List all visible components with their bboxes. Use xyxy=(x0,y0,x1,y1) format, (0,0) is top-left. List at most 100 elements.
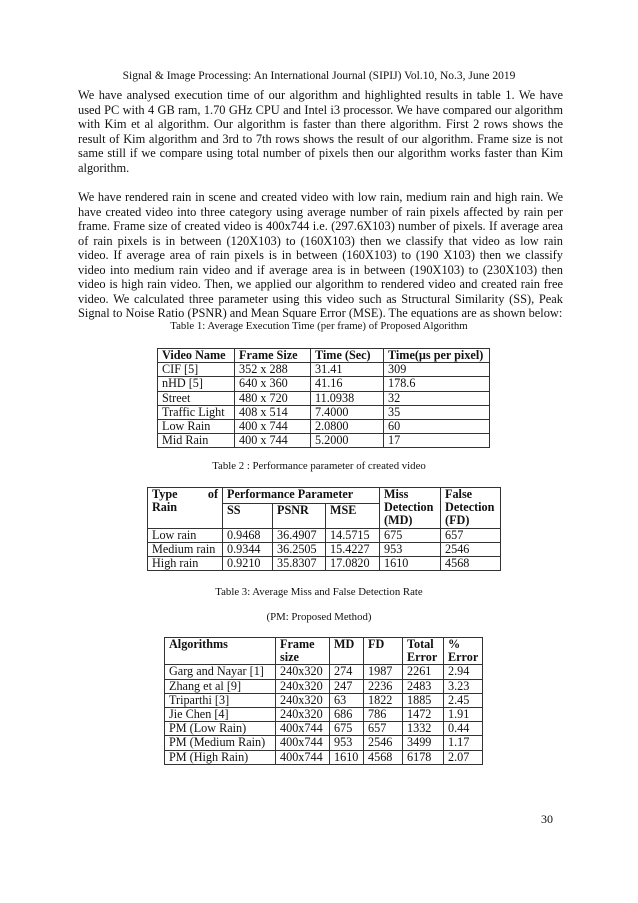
header-false-detection: False Detection (FD) xyxy=(440,487,502,529)
table-cell: PM (High Rain) xyxy=(164,749,276,765)
table-row: Garg and Nayar [1] 240x320 274 1987 2261 2.94 xyxy=(164,664,483,680)
table-row: PM (High Rain) 400x744 1610 4568 6178 2.07 xyxy=(164,749,483,765)
table-cell: 657 xyxy=(440,527,502,543)
table-cell: Garg and Nayar [1] xyxy=(164,664,276,680)
table-cell: 2.07 xyxy=(443,749,483,765)
table-cell: 686 xyxy=(329,707,364,723)
table-cell: 2546 xyxy=(363,735,403,751)
table-cell: 657 xyxy=(363,721,403,737)
table-cell: 240x320 xyxy=(275,664,330,680)
table-cell: 4568 xyxy=(363,749,403,765)
table-cell: 1610 xyxy=(329,749,364,765)
table-cell: 32 xyxy=(383,390,490,406)
table-cell: 786 xyxy=(363,707,403,723)
header-text: of xyxy=(207,487,218,501)
table-cell: 1610 xyxy=(379,556,442,572)
table-cell: 3499 xyxy=(402,735,444,751)
table-cell: 953 xyxy=(329,735,364,751)
table3-subcaption: (PM: Proposed Method) xyxy=(266,611,372,623)
column-header: Algorithms xyxy=(164,636,276,666)
table-cell: 400 x 744 xyxy=(234,433,311,449)
table-cell: 2.0800 xyxy=(310,419,384,435)
table-row: Street 480 x 720 11.0938 32 xyxy=(157,390,490,406)
table-cell: 0.9344 xyxy=(222,541,273,558)
header-psnr: PSNR xyxy=(272,502,326,529)
table-cell: Low Rain xyxy=(157,419,235,435)
table-cell: 2236 xyxy=(363,678,403,694)
table-cell: Triparthi [3] xyxy=(164,692,276,709)
table-row: Jie Chen [4] 240x320 686 786 1472 1.91 xyxy=(164,707,483,723)
table-row: High rain 0.9210 35.8307 17.0820 1610 4568 xyxy=(147,556,502,572)
table-row: PM (Low Rain) 400x744 675 657 1332 0.44 xyxy=(164,721,483,737)
table2-caption: Table 2 : Performance parameter of creat… xyxy=(212,460,426,472)
table-row: Traffic Light 408 x 514 7.4000 35 xyxy=(157,404,490,421)
header-miss-detection: Miss Detection (MD) xyxy=(379,487,442,529)
table-cell: 1332 xyxy=(402,721,444,737)
column-header: FD xyxy=(363,636,403,666)
table-cell: 2546 xyxy=(440,541,502,558)
table-cell: 640 x 360 xyxy=(234,376,311,392)
table-header-row: Video Name Frame Size Time (Sec) Time(µs pe… xyxy=(157,347,490,364)
table-row: Triparthi [3] 240x320 63 1822 1885 2.45 xyxy=(164,692,483,709)
page-number: 30 xyxy=(541,812,553,826)
table-cell: CIF [5] xyxy=(157,362,235,378)
column-header: Total Error xyxy=(402,636,444,666)
table-cell: 41.16 xyxy=(310,376,384,392)
table-cell: 400x744 xyxy=(275,721,330,737)
table3-detection-rate: Algorithms Frame size MD FD Total Error% Err… xyxy=(164,636,483,765)
table-cell: 36.2505 xyxy=(272,541,326,558)
table-header-row: Algorithms Frame size MD FD Total Error% Err… xyxy=(164,636,483,666)
table-cell: Traffic Light xyxy=(157,404,235,421)
table-cell: High rain xyxy=(147,556,223,572)
table2-performance: Type of Rain Performance Parameter Miss De… xyxy=(147,487,502,572)
table-cell: 6178 xyxy=(402,749,444,765)
table-cell: 0.44 xyxy=(443,721,483,737)
table-cell: 240x320 xyxy=(275,707,330,723)
table3-caption: Table 3: Average Miss and False Detectio… xyxy=(215,586,423,598)
table-cell: 15.4227 xyxy=(324,541,381,558)
table-row: CIF [5] 352 x 288 31.41 309 xyxy=(157,362,490,378)
table-cell: Jie Chen [4] xyxy=(164,707,276,723)
table-cell: 400x744 xyxy=(275,735,330,751)
table-subheader-row: SS PSNR MSE xyxy=(148,502,501,529)
table-row: Low Rain 400 x 744 2.0800 60 xyxy=(157,419,490,435)
table-cell: PM (Medium Rain) xyxy=(164,735,276,751)
table-header-row: Type of Rain Performance Parameter Miss De… xyxy=(147,487,502,529)
table-cell: 31.41 xyxy=(310,362,384,378)
table-cell: 2.45 xyxy=(443,692,483,709)
table-cell: 11.0938 xyxy=(310,390,384,406)
table-cell: 1822 xyxy=(363,692,403,709)
table-cell: 3.23 xyxy=(443,678,483,694)
table-cell: 63 xyxy=(329,692,364,709)
table-cell: 352 x 288 xyxy=(234,362,311,378)
table-cell: 0.9210 xyxy=(222,556,273,572)
table-cell: 1987 xyxy=(363,664,403,680)
header-text: Type xyxy=(152,487,178,501)
table-cell: 2261 xyxy=(402,664,444,680)
table-cell: nHD [5] xyxy=(157,376,235,392)
table-cell: 408 x 514 xyxy=(234,404,311,421)
header-text: Rain xyxy=(152,500,178,515)
table-cell: 1472 xyxy=(402,707,444,723)
table-cell: Medium rain xyxy=(147,541,223,558)
table-cell: 480 x 720 xyxy=(234,390,311,406)
column-header: % Error xyxy=(443,636,483,666)
table-row: Zhang et al [9] 240x320 247 2236 2483 3.23 xyxy=(164,678,483,694)
table-cell: Zhang et al [9] xyxy=(164,678,276,694)
table-cell: 7.4000 xyxy=(310,404,384,421)
table-cell: 1.17 xyxy=(443,735,483,751)
table-cell: 400x744 xyxy=(275,749,330,765)
table-row: Mid Rain 400 x 744 5.2000 17 xyxy=(157,433,490,449)
table-cell: 2483 xyxy=(402,678,444,694)
table-cell: 17.0820 xyxy=(324,556,381,572)
table-cell: 2.94 xyxy=(443,664,483,680)
table-cell: 274 xyxy=(329,664,364,680)
header-mse: MSE xyxy=(324,502,381,529)
column-header: Frame Size xyxy=(234,347,311,364)
table-cell: 247 xyxy=(329,678,364,694)
table-cell: 60 xyxy=(383,419,490,435)
table-row: Medium rain 0.9344 36.2505 15.4227 953 2546 xyxy=(147,541,502,558)
table-row: nHD [5] 640 x 360 41.16 178.6 xyxy=(157,376,490,392)
column-header: Time(µs per pixel) xyxy=(383,347,490,364)
table-cell: 400 x 744 xyxy=(234,419,311,435)
